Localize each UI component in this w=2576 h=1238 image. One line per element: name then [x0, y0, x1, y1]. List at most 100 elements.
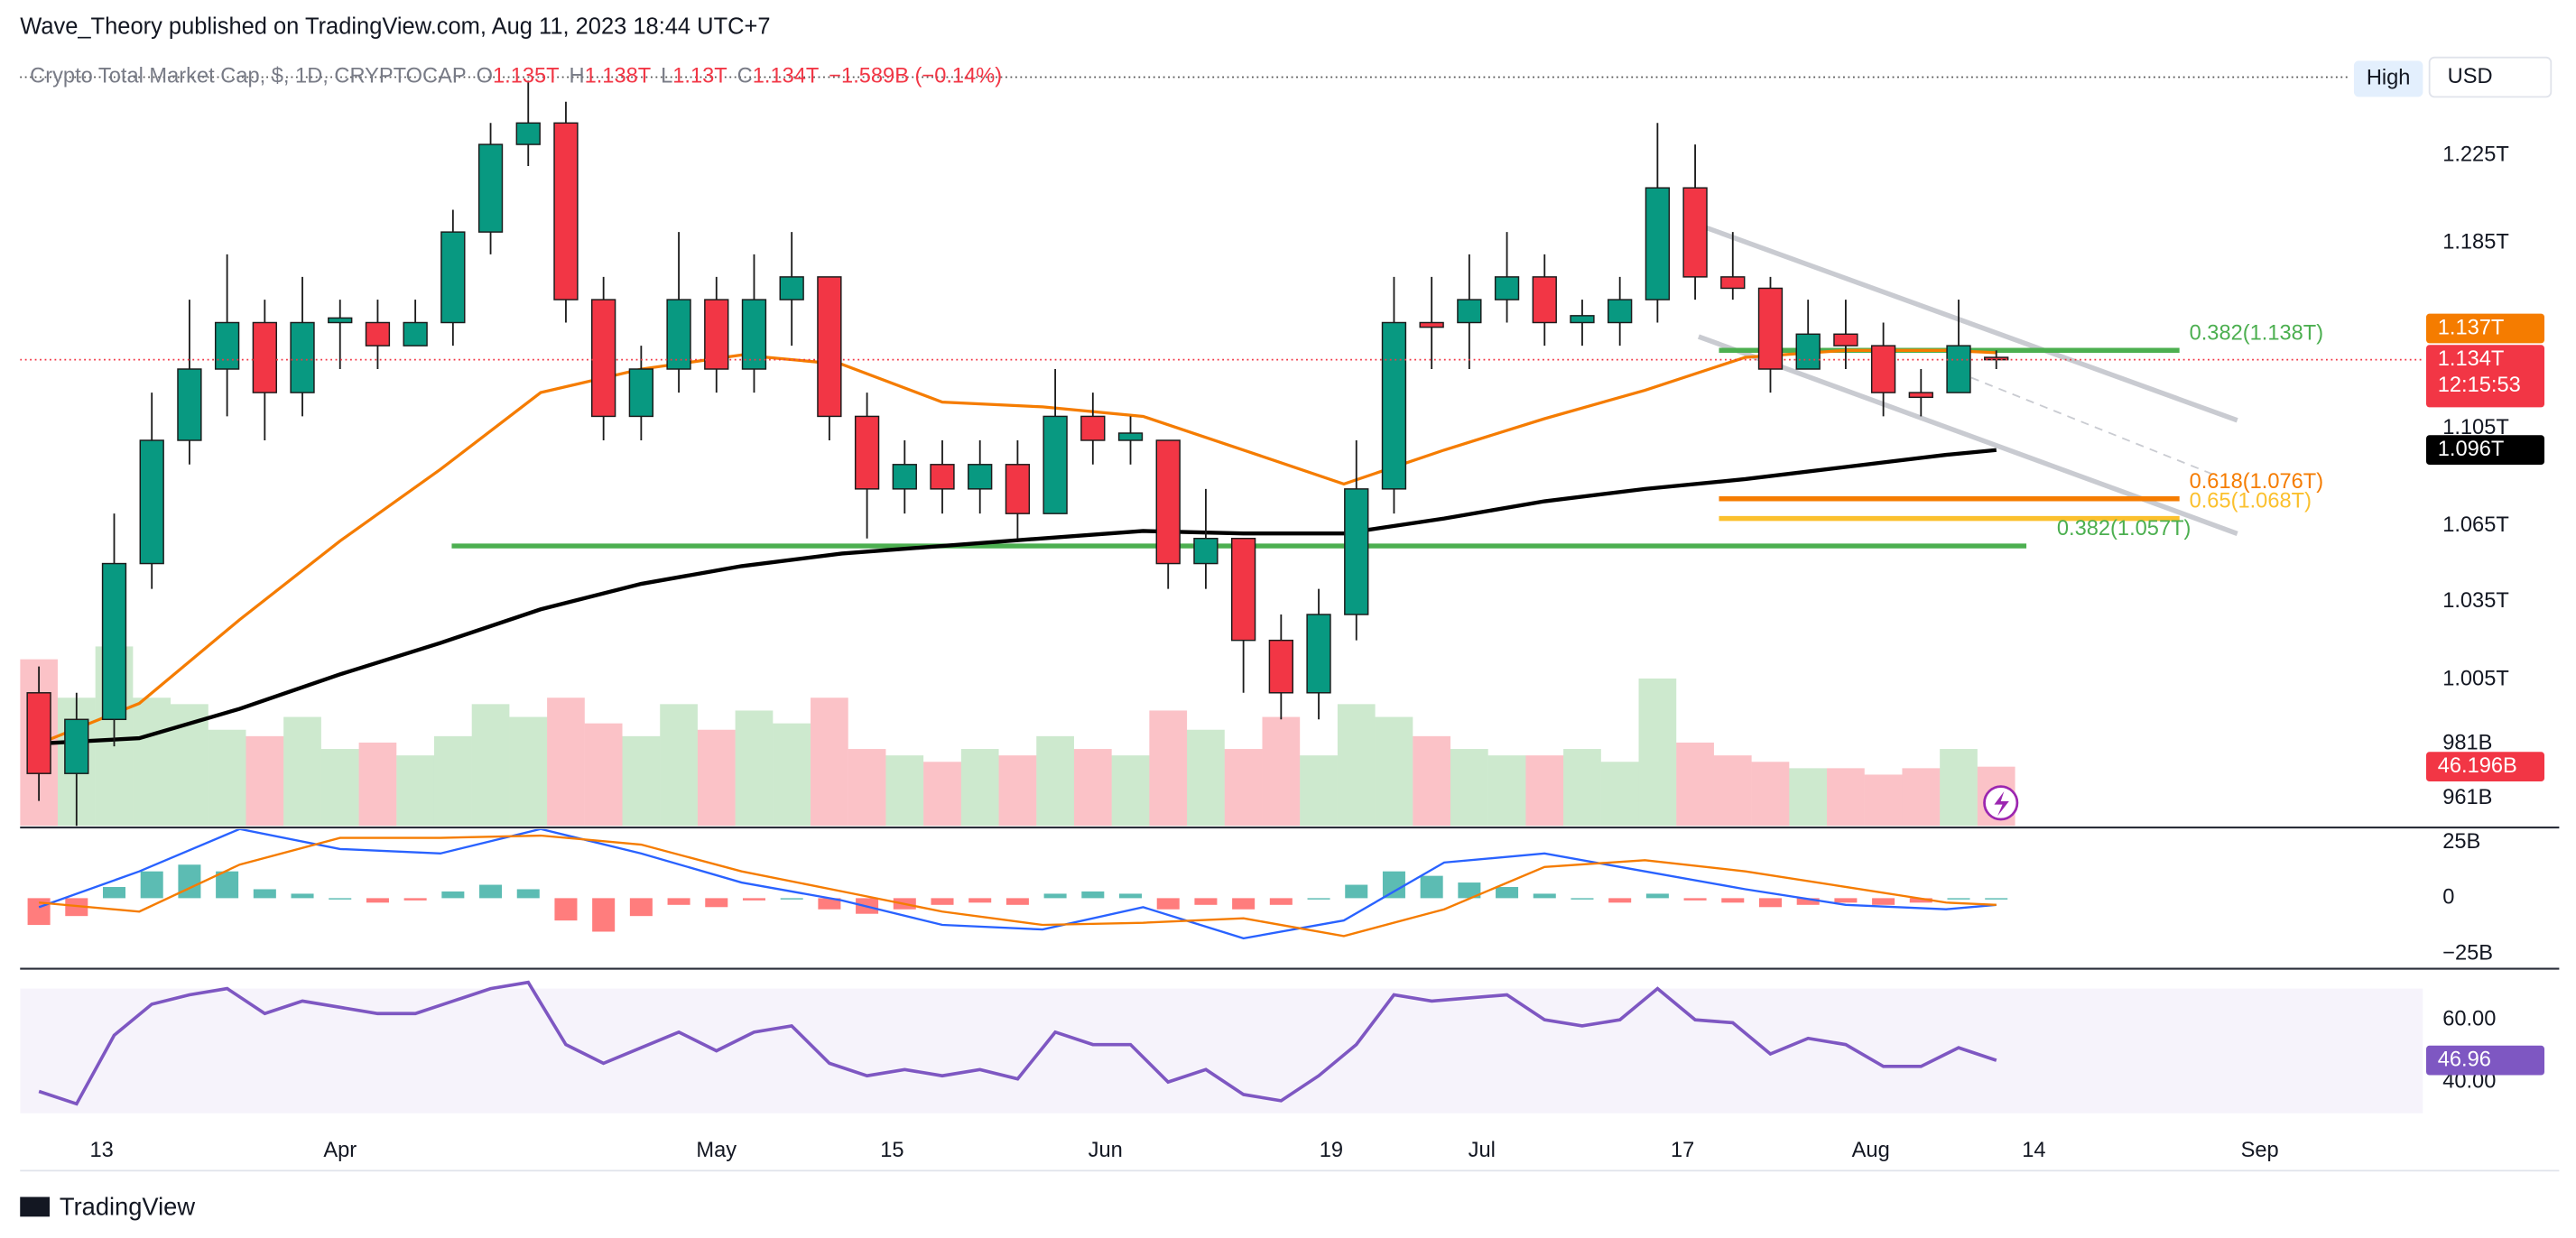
x-tick-label: 17 — [1671, 1139, 1694, 1162]
volume-bar — [1036, 735, 1074, 827]
candle-body — [365, 321, 391, 346]
candle-body — [1494, 276, 1520, 300]
macd-line — [38, 828, 1997, 940]
candle-body — [139, 439, 164, 565]
legend-change: −1.589B (−0.14%) — [829, 65, 1002, 88]
channel-mid — [1970, 376, 2219, 477]
candle-body — [1570, 315, 1595, 324]
volume-bar — [133, 698, 171, 827]
macd-hist-bar — [1947, 898, 1970, 900]
candle-body — [1608, 299, 1633, 324]
legend-key: H — [570, 65, 585, 88]
candle-body — [1268, 639, 1293, 694]
candle-body — [177, 368, 202, 441]
x-tick-label: 19 — [1320, 1139, 1343, 1162]
volume-bar — [1751, 762, 1790, 827]
macd-hist-bar — [27, 898, 51, 926]
volume-bar — [923, 762, 961, 827]
rsi-band — [20, 988, 2423, 1113]
volume-bar — [848, 749, 886, 827]
macd-hist-bar — [1533, 893, 1556, 899]
macd-hist-bar — [140, 871, 163, 899]
macd-tick-label: −25B — [2442, 941, 2493, 965]
candle-body — [1117, 432, 1144, 441]
volume-bar — [396, 755, 434, 827]
legend-value: 1.13T — [672, 65, 727, 88]
countdown: 12:15:53 — [2438, 374, 2521, 397]
candle-body — [515, 122, 541, 145]
candle-body — [440, 231, 466, 324]
candle-body — [101, 562, 127, 721]
volume-bar — [547, 698, 585, 827]
price-pane — [20, 80, 2423, 827]
candle-body — [854, 415, 880, 490]
candle-body — [1230, 538, 1256, 642]
macd-hist-bar — [629, 898, 653, 917]
price-source[interactable]: High — [2367, 67, 2411, 90]
macd-hist-bar — [592, 898, 616, 932]
volume-bar — [584, 723, 623, 827]
candle-body — [553, 122, 579, 300]
candle-body — [1946, 345, 1971, 393]
level-label: 0.382(1.057T) — [2057, 517, 2191, 540]
candle-body — [704, 299, 729, 370]
candle-body — [1532, 276, 1557, 324]
volume-bar — [622, 735, 661, 827]
volume-bar — [1487, 755, 1526, 827]
macd-hist-bar — [1571, 898, 1594, 900]
macd-hist-bar — [441, 891, 465, 899]
x-tick-label: Jul — [1469, 1139, 1496, 1162]
currency[interactable]: USD — [2448, 65, 2493, 88]
line-last-label-box — [2426, 313, 2545, 344]
volume-bar — [1676, 742, 1714, 827]
publisher: Wave_Theory published on TradingView.com… — [20, 14, 770, 40]
candle-body — [779, 276, 804, 300]
volume-bar — [998, 755, 1037, 827]
volume-bar — [1149, 710, 1188, 827]
volume-bar — [1111, 755, 1150, 827]
macd-hist-bar — [1081, 891, 1105, 899]
candle-body — [403, 321, 428, 346]
macd-hist-bar — [253, 889, 276, 899]
macd-hist-bar — [1496, 887, 1519, 899]
legend-key: O — [477, 65, 493, 88]
candle-body — [628, 368, 654, 418]
price-source-button[interactable] — [2353, 60, 2423, 97]
candle-body — [64, 718, 89, 774]
x-tick-label: 13 — [89, 1139, 113, 1162]
line-last-label: 1.137T — [2438, 316, 2505, 339]
volume-bar — [1600, 762, 1639, 827]
rsi-last-box — [2426, 1045, 2545, 1076]
candle-body — [1419, 321, 1444, 328]
candle-body — [1306, 614, 1331, 694]
macd-hist-bar — [1307, 898, 1330, 900]
candle-body — [328, 317, 353, 324]
macd-hist-bar — [1194, 898, 1218, 905]
macd-hist-bar — [1119, 893, 1143, 899]
macd-hist-bar — [291, 893, 314, 899]
macd-hist-bar — [516, 889, 540, 899]
legend-key: L — [661, 65, 672, 88]
macd-hist-bar — [1269, 898, 1293, 905]
macd-hist-bar — [667, 898, 690, 905]
candle-body — [1344, 488, 1369, 615]
candle-body — [1005, 464, 1031, 514]
macd-hist-bar — [329, 898, 352, 900]
macd-hist-bar — [1043, 893, 1067, 899]
moving-average — [39, 448, 1997, 746]
currency-button[interactable] — [2428, 56, 2553, 98]
candle-body — [1795, 333, 1821, 370]
level-label: 0.65(1.068T) — [2190, 490, 2312, 513]
macd-hist-bar — [366, 898, 389, 903]
volume-bar — [1413, 735, 1451, 827]
macd-hist-bar — [705, 898, 728, 908]
candle-body — [477, 143, 504, 233]
legend-value: 1.135T — [493, 65, 560, 88]
brand: TradingView — [60, 1192, 195, 1220]
candle-body — [290, 321, 315, 393]
macd-hist-bar — [1458, 882, 1481, 899]
volume-bar — [433, 735, 472, 827]
y-tick-label: 1.035T — [2442, 589, 2509, 613]
y-tick-label: 1.225T — [2442, 143, 2509, 166]
